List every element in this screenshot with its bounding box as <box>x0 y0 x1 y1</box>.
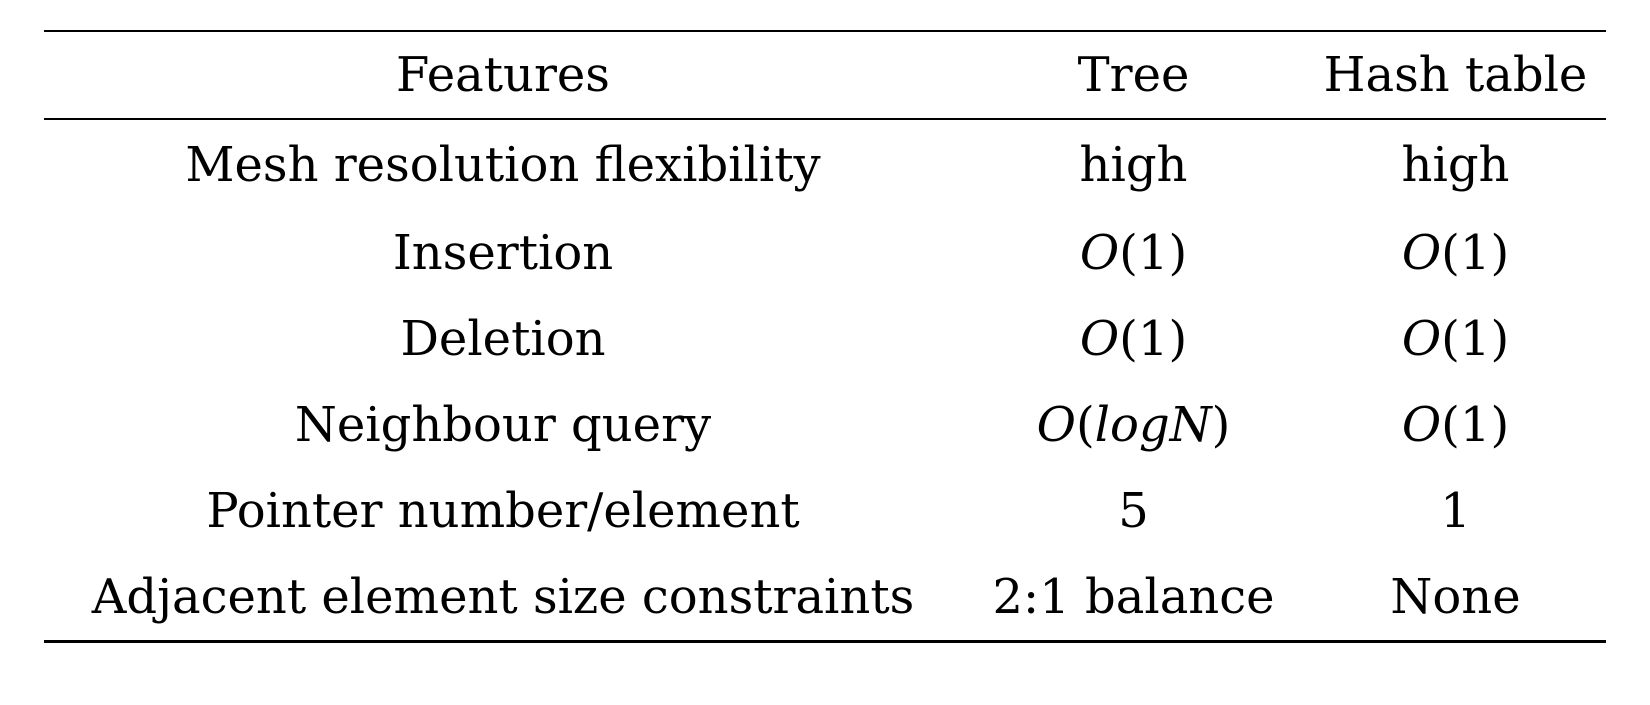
tree-cell: O(logN) <box>1036 397 1231 453</box>
feature-cell: Pointer number/element <box>206 483 800 539</box>
hash-cell: high <box>1401 137 1510 193</box>
table-row: Insertion O(1) O(1) <box>44 210 1606 296</box>
tree-cell: 5 <box>1118 483 1149 539</box>
feature-cell: Insertion <box>392 225 614 281</box>
hash-cell: O(1) <box>1401 397 1510 453</box>
tree-cell: high <box>1079 137 1188 193</box>
hash-cell: O(1) <box>1401 311 1510 367</box>
table-row: Neighbour query O(logN) O(1) <box>44 382 1606 468</box>
feature-cell: Adjacent element size constraints <box>91 569 915 625</box>
hash-cell: 1 <box>1440 483 1471 539</box>
feature-cell: Neighbour query <box>294 397 712 453</box>
comparison-table: Features Tree Hash table Mesh resolution… <box>44 30 1606 643</box>
table-row: Deletion O(1) O(1) <box>44 296 1606 382</box>
hash-cell: None <box>1390 569 1521 625</box>
table-row: Adjacent element size constraints 2:1 ba… <box>44 554 1606 642</box>
table-header-row: Features Tree Hash table <box>44 31 1606 119</box>
feature-cell: Deletion <box>400 311 606 367</box>
header-hash-table: Hash table <box>1323 47 1588 103</box>
tree-cell: O(1) <box>1079 311 1188 367</box>
header-tree: Tree <box>1077 47 1190 103</box>
tree-cell: 2:1 balance <box>992 569 1275 625</box>
header-features: Features <box>396 47 610 103</box>
hash-cell: O(1) <box>1401 225 1510 281</box>
feature-cell: Mesh resolution flexibility <box>185 137 821 193</box>
tree-cell: O(1) <box>1079 225 1188 281</box>
table-row: Pointer number/element 5 1 <box>44 468 1606 554</box>
comparison-table-container: Features Tree Hash table Mesh resolution… <box>44 30 1606 643</box>
table-row: Mesh resolution flexibility high high <box>44 119 1606 210</box>
